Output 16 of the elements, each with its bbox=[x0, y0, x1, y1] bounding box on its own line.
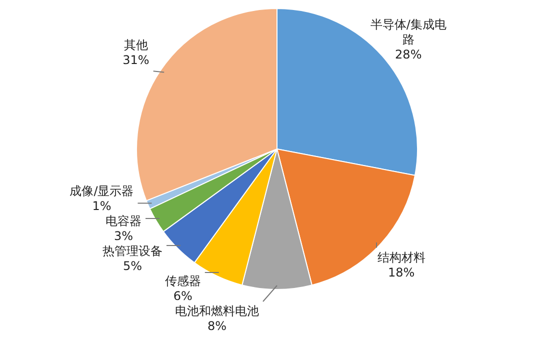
data-label: 6% bbox=[173, 289, 192, 304]
slice-label: 结构材料 bbox=[377, 250, 426, 264]
data-label: 5% bbox=[122, 259, 142, 274]
data-label: 8% bbox=[207, 319, 227, 334]
slice-label: 传感器 bbox=[164, 274, 201, 288]
slice-label: 电容器 bbox=[106, 214, 142, 228]
slice-label: 电池和燃料电池 bbox=[175, 304, 259, 318]
data-label: 3% bbox=[114, 229, 134, 244]
data-label: 31% bbox=[122, 52, 150, 67]
data-label: 28% bbox=[395, 47, 422, 62]
slice-label: 半导体/集成电路 bbox=[370, 17, 446, 46]
slice-label: 成像/显示器 bbox=[70, 184, 134, 198]
data-label: 18% bbox=[388, 265, 415, 280]
slice-label: 其他 bbox=[124, 38, 148, 52]
slice-label: 热管理设备 bbox=[102, 244, 162, 258]
data-label: 1% bbox=[92, 199, 112, 214]
